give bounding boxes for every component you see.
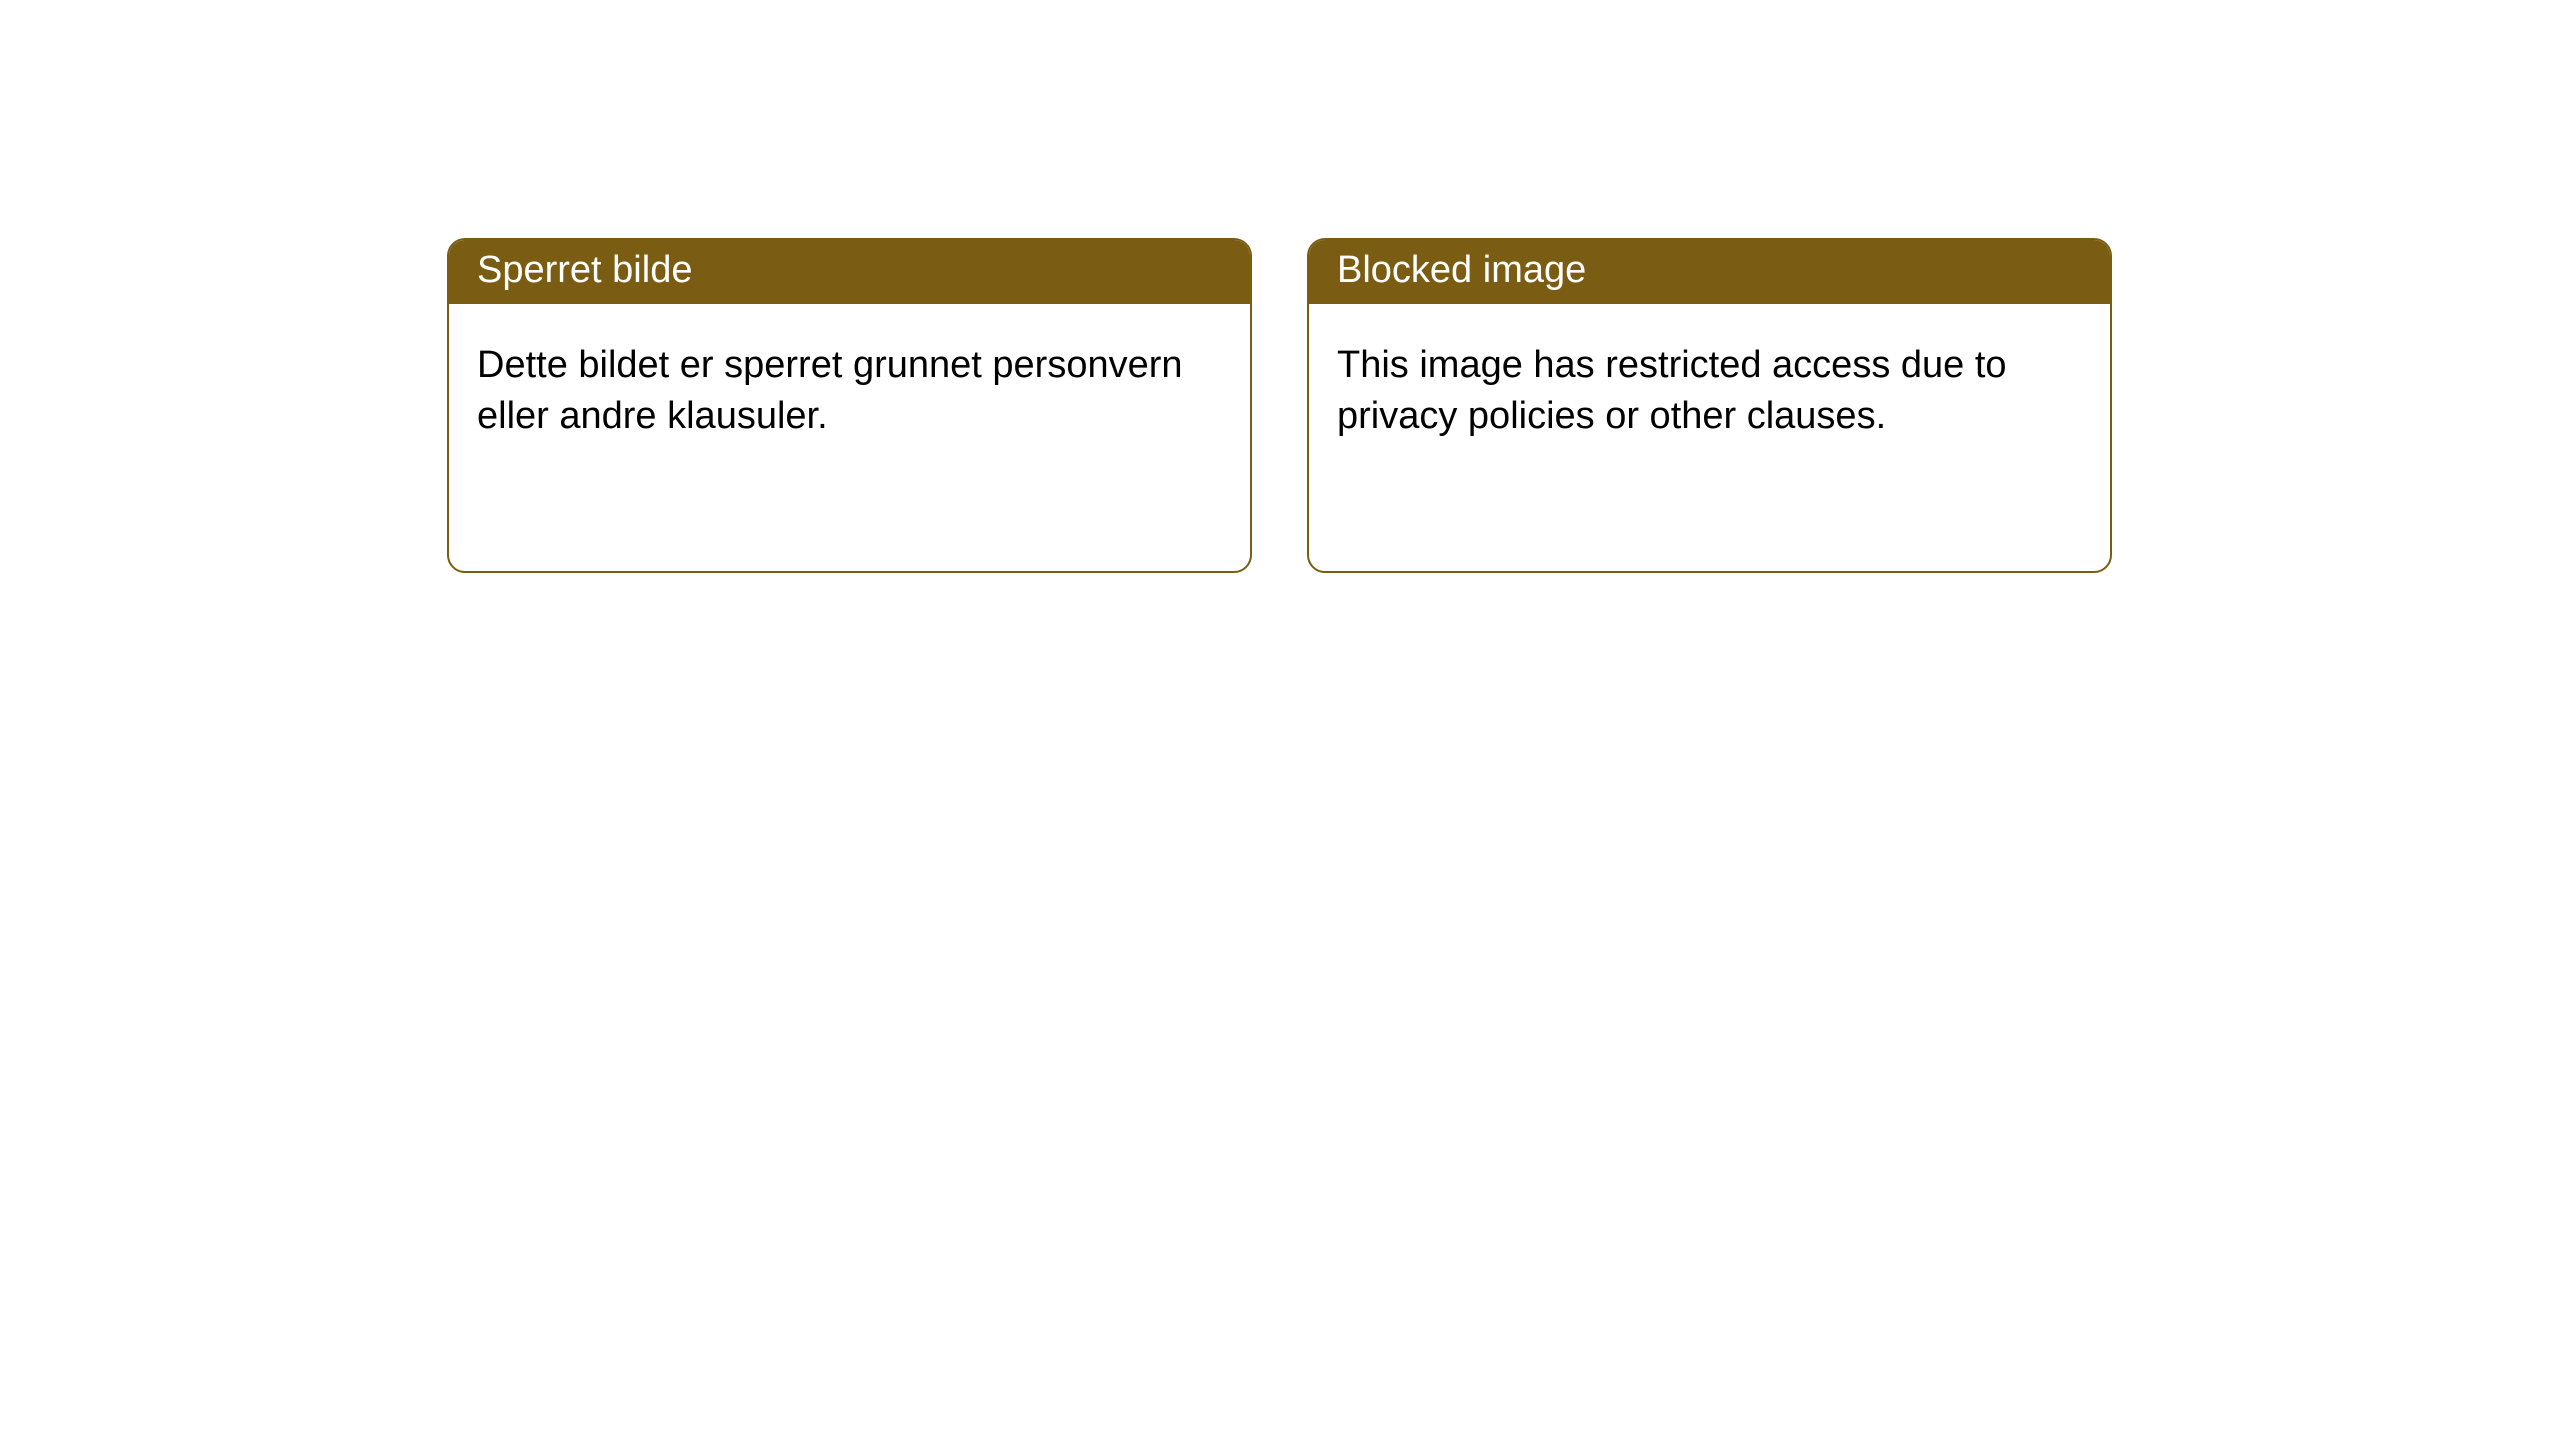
card-body: This image has restricted access due to … bbox=[1309, 304, 2110, 471]
notice-card-english: Blocked image This image has restricted … bbox=[1307, 238, 2112, 573]
notice-cards-container: Sperret bilde Dette bildet er sperret gr… bbox=[0, 0, 2560, 573]
card-title: Sperret bilde bbox=[477, 249, 692, 291]
card-header: Blocked image bbox=[1309, 240, 2110, 304]
card-message: Dette bildet er sperret grunnet personve… bbox=[477, 344, 1183, 437]
card-header: Sperret bilde bbox=[449, 240, 1250, 304]
notice-card-norwegian: Sperret bilde Dette bildet er sperret gr… bbox=[447, 238, 1252, 573]
card-message: This image has restricted access due to … bbox=[1337, 344, 2007, 437]
card-title: Blocked image bbox=[1337, 249, 1586, 291]
card-body: Dette bildet er sperret grunnet personve… bbox=[449, 304, 1250, 471]
